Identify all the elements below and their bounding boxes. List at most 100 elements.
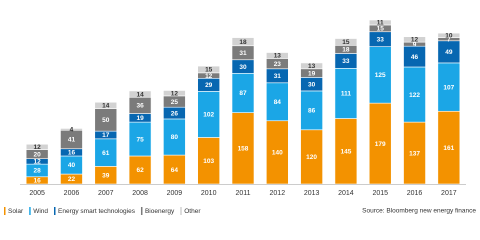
- data-label: 12: [205, 73, 213, 80]
- data-label: 18: [342, 47, 350, 54]
- data-label: 10: [445, 33, 453, 40]
- bar-segment: [60, 128, 83, 131]
- data-label: 33: [342, 58, 350, 65]
- data-label: 158: [238, 146, 249, 153]
- data-label: 50: [102, 117, 110, 124]
- x-tick-label: 2011: [235, 190, 250, 197]
- data-label: 18: [239, 39, 247, 46]
- data-label: 64: [171, 167, 179, 174]
- legend-marker: [54, 207, 56, 215]
- data-label: 61: [102, 150, 110, 157]
- x-tick-label: 2006: [64, 190, 80, 197]
- data-label: 17: [102, 132, 110, 139]
- x-tick-label: 2005: [29, 190, 45, 197]
- data-label: 80: [171, 134, 179, 141]
- data-label: 122: [409, 92, 420, 99]
- legend-marker: [180, 207, 182, 215]
- x-tick-label: 2010: [201, 190, 217, 197]
- data-label: 36: [136, 103, 144, 110]
- x-tick-label: 2017: [441, 190, 457, 197]
- data-label: 84: [274, 99, 282, 106]
- data-label: 49: [445, 49, 453, 56]
- data-label: 11: [377, 20, 384, 27]
- bar-segment: [128, 90, 152, 98]
- data-label: 15: [205, 67, 213, 74]
- bar-segment: [197, 65, 220, 74]
- legend-label: Energy smart technologies: [58, 208, 136, 215]
- data-label: 31: [239, 50, 247, 57]
- data-label: 16: [34, 178, 42, 185]
- x-tick-label: 2007: [98, 190, 114, 197]
- x-tick-label: 2016: [407, 190, 423, 197]
- bar-segment: [368, 19, 392, 26]
- x-tick-label: 2014: [338, 190, 354, 197]
- data-label: 125: [375, 72, 386, 79]
- data-label: 14: [102, 103, 110, 110]
- x-tick-label: 2008: [132, 190, 148, 197]
- source: Source: Bloomberg new energy finance: [362, 208, 476, 215]
- x-tick-label: 2009: [167, 190, 183, 197]
- data-label: 33: [377, 36, 385, 43]
- data-label: 86: [308, 108, 316, 115]
- x-tick-label: 2012: [270, 190, 286, 197]
- data-label: 140: [272, 150, 283, 157]
- data-label: 39: [102, 172, 110, 179]
- legend-label: Bioenergy: [145, 208, 175, 215]
- data-label: 12: [34, 159, 42, 166]
- data-label: 41: [68, 137, 76, 144]
- data-label: 107: [443, 84, 454, 91]
- data-label: 75: [136, 136, 144, 143]
- data-label: 161: [443, 145, 454, 152]
- legend-label: Other: [184, 208, 201, 215]
- data-label: 13: [308, 63, 316, 70]
- bar-segment: [266, 52, 289, 59]
- bar-segment: [25, 143, 49, 150]
- bar-segment: [334, 38, 358, 46]
- data-label: 46: [411, 54, 419, 61]
- data-label: 19: [308, 70, 316, 77]
- data-label: 62: [136, 167, 144, 174]
- x-tick-label: 2015: [372, 190, 388, 197]
- bar-segment: [300, 62, 323, 70]
- data-label: 30: [239, 64, 247, 71]
- bar-segment: [403, 36, 426, 43]
- x-tick-label: 2013: [304, 190, 320, 197]
- data-label: 25: [171, 99, 179, 106]
- data-label: 7: [447, 36, 451, 43]
- data-label: 19: [136, 115, 144, 122]
- data-label: 102: [203, 112, 214, 119]
- data-label: 15: [377, 26, 385, 33]
- data-label: 40: [68, 162, 76, 169]
- bar-segment: [437, 32, 461, 38]
- data-label: 12: [171, 90, 179, 97]
- bar-segment: [231, 37, 255, 47]
- data-label: 179: [375, 141, 386, 148]
- data-label: 22: [68, 176, 76, 183]
- legend-marker: [140, 207, 143, 215]
- chart: Source: Bloomberg new energy finance 16 2…: [4, 19, 476, 215]
- data-label: 28: [34, 168, 42, 175]
- data-label: 145: [340, 148, 351, 155]
- data-label: 29: [205, 82, 213, 89]
- data-label: 26: [171, 110, 179, 117]
- data-label: 12: [34, 144, 42, 151]
- data-label: 30: [308, 81, 316, 88]
- data-label: 13: [274, 53, 282, 60]
- data-label: 120: [306, 154, 317, 161]
- data-label: 9: [413, 41, 417, 48]
- legend-label: Wind: [33, 208, 48, 215]
- data-label: 103: [203, 158, 214, 165]
- legend-marker: [29, 207, 31, 215]
- data-label: 4: [70, 127, 74, 134]
- legend-label: Solar: [8, 208, 24, 215]
- data-label: 20: [34, 151, 42, 158]
- data-label: 23: [274, 61, 282, 68]
- legend-marker: [4, 207, 6, 215]
- bar-segment: [163, 90, 186, 97]
- data-label: 12: [411, 37, 419, 44]
- data-label: 14: [136, 91, 144, 98]
- data-label: 87: [239, 90, 247, 97]
- bar-segment: [94, 101, 118, 109]
- data-label: 31: [274, 73, 282, 80]
- data-label: 111: [341, 91, 352, 98]
